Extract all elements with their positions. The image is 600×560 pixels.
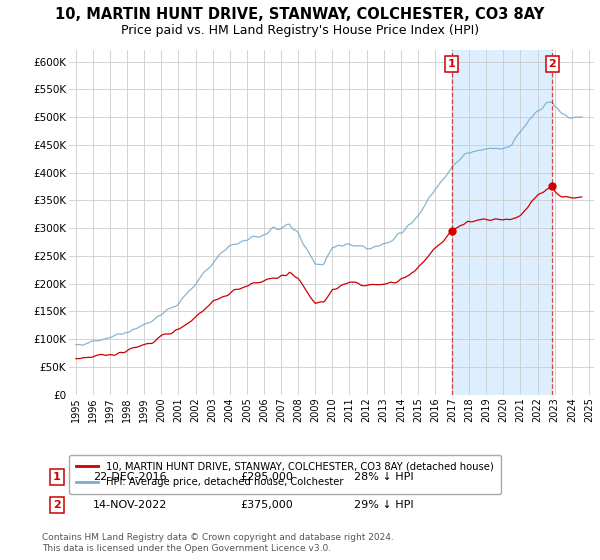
Text: 22-DEC-2016: 22-DEC-2016 xyxy=(93,472,167,482)
Text: 2: 2 xyxy=(53,500,61,510)
Bar xyxy=(452,50,553,395)
Text: Contains HM Land Registry data © Crown copyright and database right 2024.
This d: Contains HM Land Registry data © Crown c… xyxy=(42,533,394,553)
Text: 1: 1 xyxy=(448,59,455,69)
Text: 29% ↓ HPI: 29% ↓ HPI xyxy=(354,500,413,510)
Text: Price paid vs. HM Land Registry's House Price Index (HPI): Price paid vs. HM Land Registry's House … xyxy=(121,24,479,36)
Text: 14-NOV-2022: 14-NOV-2022 xyxy=(93,500,167,510)
Text: £295,000: £295,000 xyxy=(240,472,293,482)
Text: 10, MARTIN HUNT DRIVE, STANWAY, COLCHESTER, CO3 8AY: 10, MARTIN HUNT DRIVE, STANWAY, COLCHEST… xyxy=(55,7,545,22)
Text: 28% ↓ HPI: 28% ↓ HPI xyxy=(354,472,413,482)
Text: 2: 2 xyxy=(548,59,556,69)
Text: 1: 1 xyxy=(53,472,61,482)
Text: £375,000: £375,000 xyxy=(240,500,293,510)
Legend: 10, MARTIN HUNT DRIVE, STANWAY, COLCHESTER, CO3 8AY (detached house), HPI: Avera: 10, MARTIN HUNT DRIVE, STANWAY, COLCHEST… xyxy=(69,455,500,494)
